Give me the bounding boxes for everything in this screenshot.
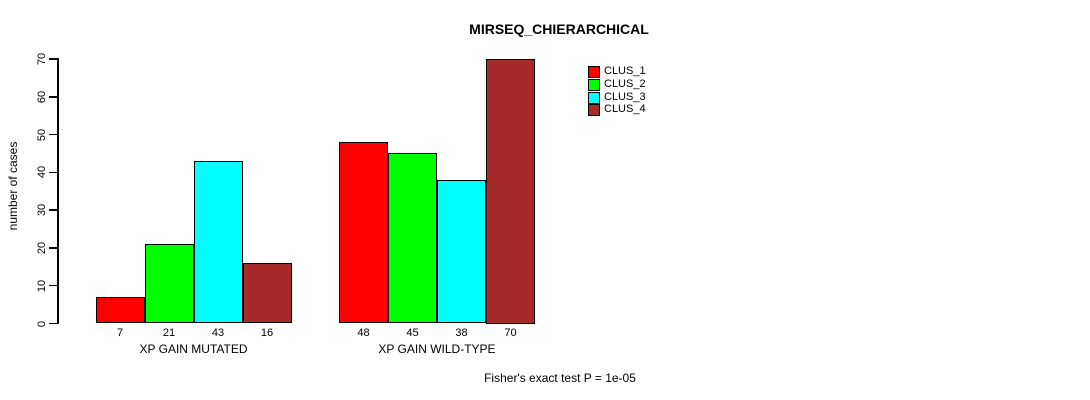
y-tick-label: 40	[35, 166, 48, 179]
legend-swatch-clus_1	[588, 66, 600, 78]
bar-clus_1-group1	[95, 297, 145, 324]
annotation-fishers-test: Fisher's exact test P = 1e-05	[484, 371, 636, 385]
y-axis-line	[57, 58, 59, 325]
bar-value-label: 38	[455, 327, 468, 339]
y-tick-label: 10	[35, 279, 48, 292]
bar-value-label: 48	[357, 327, 370, 339]
y-tick	[49, 284, 58, 287]
legend-label-clus_1: CLUS_1	[604, 65, 646, 77]
y-tick	[49, 171, 58, 174]
group-label-2: XP GAIN WILD-TYPE	[378, 342, 496, 356]
y-tick	[49, 96, 58, 98]
y-tick-label: 50	[35, 128, 48, 141]
legend-swatch-clus_3	[588, 91, 600, 104]
bar-clus_3-group2	[437, 179, 486, 324]
y-tick	[49, 322, 58, 325]
legend-swatch-clus_2	[588, 78, 600, 91]
bar-value-label: 16	[260, 327, 274, 339]
bar-clus_4-group2	[486, 59, 535, 324]
bar-clus_4-group1	[242, 263, 292, 324]
bar-value-label: 21	[162, 327, 176, 339]
group-label-1: XP GAIN MUTATED	[139, 342, 248, 356]
bar-value-label: 7	[116, 327, 124, 339]
bar-clus_3-group1	[193, 161, 243, 324]
legend-label-clus_2: CLUS_2	[604, 77, 646, 90]
legend-label-clus_4: CLUS_4	[604, 103, 646, 116]
y-tick	[49, 209, 58, 211]
legend-swatch-clus_4	[588, 104, 600, 117]
bar-clus_1-group2	[339, 142, 388, 324]
bar-value-label: 70	[504, 327, 517, 339]
bar-clus_2-group2	[388, 153, 437, 324]
bar-value-label: 45	[406, 327, 419, 339]
y-tick-label: 20	[35, 241, 48, 255]
legend-label-clus_3: CLUS_3	[604, 90, 646, 103]
y-axis-label: number of cases	[6, 141, 20, 231]
y-tick-label: 70	[35, 52, 48, 66]
y-tick	[49, 58, 58, 60]
y-tick-label: 0	[35, 320, 48, 327]
chart-title: MIRSEQ_CHIERARCHICAL	[469, 21, 649, 37]
y-tick	[49, 133, 58, 136]
bar-value-label: 43	[211, 327, 225, 339]
y-tick-label: 30	[35, 204, 48, 217]
y-tick-label: 60	[35, 90, 48, 103]
bar-clus_2-group1	[144, 244, 194, 324]
y-tick	[49, 247, 58, 249]
